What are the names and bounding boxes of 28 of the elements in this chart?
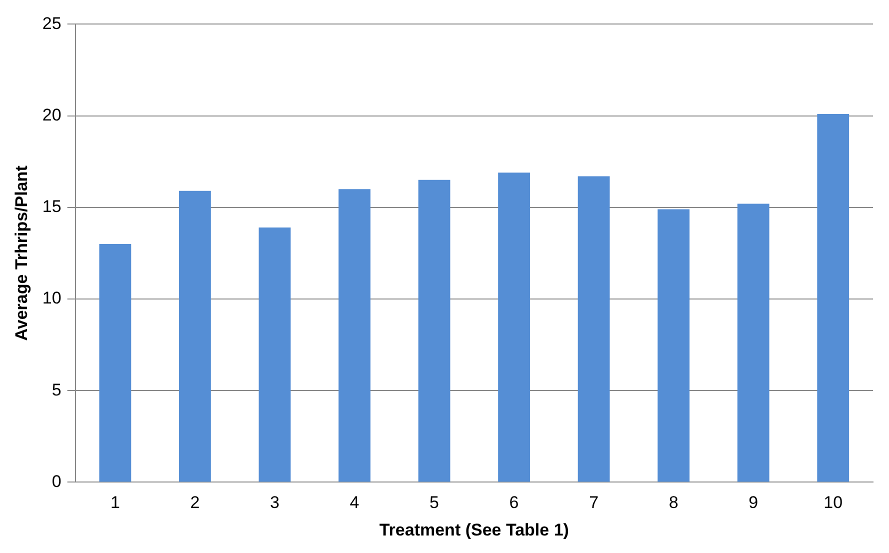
bar: [578, 176, 610, 482]
x-tick-label: 10: [824, 493, 843, 512]
y-tick-label: 5: [52, 380, 62, 400]
x-axis-title: Treatment (See Table 1): [379, 520, 569, 540]
x-tick-label: 9: [748, 493, 758, 512]
x-tick-label: 3: [270, 493, 280, 512]
x-tick-label: 7: [589, 493, 599, 512]
y-tick-label: 25: [42, 14, 62, 33]
bar: [418, 180, 450, 482]
y-tick-label: 15: [42, 197, 62, 216]
x-tick-label: 6: [509, 493, 519, 512]
bar: [338, 189, 370, 482]
bar: [498, 172, 530, 482]
x-tick-label: 4: [350, 493, 360, 512]
bar: [258, 228, 291, 482]
x-tick-label: 1: [110, 493, 120, 512]
bar: [179, 190, 211, 482]
y-tick-label: 20: [42, 105, 62, 124]
bar: [737, 204, 770, 482]
x-tick-label: 8: [668, 493, 678, 512]
x-tick-label: 2: [190, 493, 200, 512]
y-axis-title: Average Trhrips/Plant: [12, 165, 31, 341]
bar: [99, 244, 132, 482]
bar: [817, 114, 850, 482]
x-tick-label: 5: [430, 493, 440, 512]
bar: [658, 209, 690, 482]
y-tick-label: 0: [52, 472, 62, 491]
y-tick-label: 10: [42, 288, 62, 308]
